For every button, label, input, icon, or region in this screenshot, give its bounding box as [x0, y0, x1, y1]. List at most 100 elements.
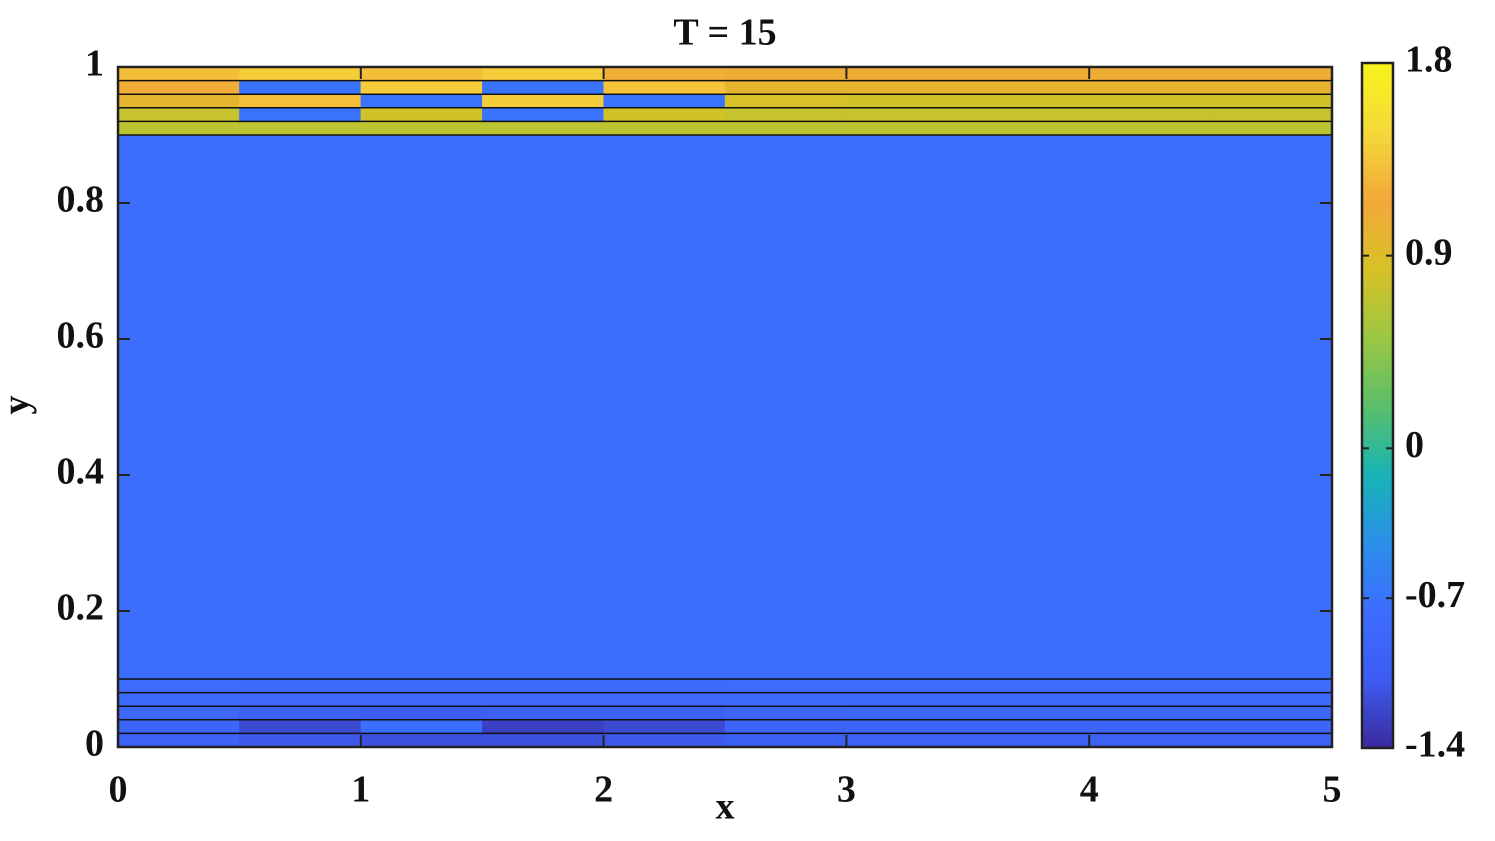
contour-cell — [1210, 94, 1333, 109]
contour-cell — [117, 134, 241, 680]
colorbar-segment — [1362, 91, 1393, 98]
colorbar-segment — [1362, 245, 1393, 252]
colorbar-segment — [1362, 508, 1393, 515]
contour-cell — [724, 121, 848, 136]
colorbar-segment — [1362, 211, 1393, 218]
contour-cell — [603, 94, 726, 109]
colorbar-segment — [1362, 468, 1393, 475]
contour-cell — [360, 80, 483, 95]
colorbar-segment — [1362, 622, 1393, 629]
contour-cell — [846, 80, 969, 95]
contour-cell — [603, 706, 726, 721]
colorbar-segment — [1362, 148, 1393, 155]
colorbar-segment — [1362, 239, 1393, 247]
contour-cell — [117, 692, 241, 707]
contour-cell — [1089, 80, 1212, 95]
contour-cell — [967, 678, 1090, 694]
contour-cell — [239, 719, 362, 735]
colorbar-segment — [1362, 131, 1393, 138]
contour-cell — [360, 733, 483, 748]
contour-cell — [967, 66, 1090, 82]
colorbar-segment — [1362, 354, 1393, 361]
contour-cell — [239, 121, 362, 136]
contour-cell — [724, 107, 848, 123]
contour-cell — [1210, 706, 1333, 721]
colorbar-segment — [1362, 645, 1393, 652]
colorbar-segment — [1362, 588, 1393, 595]
contour-cell — [239, 692, 362, 707]
colorbar-segment — [1362, 142, 1393, 150]
contour-cell — [117, 733, 241, 748]
contour-cell — [846, 678, 969, 694]
contour-cell — [724, 66, 848, 82]
x-tick-label: 1 — [351, 769, 370, 811]
colorbar-segment — [1362, 599, 1393, 606]
colorbar-segment — [1362, 434, 1393, 441]
contour-cell — [1210, 80, 1333, 95]
contour-cell — [1089, 706, 1212, 721]
colorbar-segment — [1362, 633, 1393, 641]
colorbar-segment — [1362, 291, 1393, 298]
contour-cell — [724, 719, 848, 735]
colorbar-segment — [1362, 319, 1393, 327]
contour-cell — [117, 66, 241, 82]
colorbar-segment — [1362, 182, 1393, 190]
colorbar-segment — [1362, 308, 1393, 315]
contour-cell — [360, 706, 483, 721]
colorbar-segment — [1362, 593, 1393, 601]
colorbar-segment — [1362, 708, 1393, 715]
colorbar-segment — [1362, 228, 1393, 235]
contour-cell — [117, 80, 241, 95]
colorbar-segment — [1362, 445, 1393, 452]
contour-cell — [1210, 733, 1333, 748]
colorbar-tick-label: 0.9 — [1405, 231, 1453, 273]
contour-cell — [360, 692, 483, 707]
contour-cell — [846, 706, 969, 721]
colorbar-segment — [1362, 359, 1393, 367]
colorbar-segment — [1362, 559, 1393, 566]
colorbar-segment — [1362, 274, 1393, 281]
colorbar-segment — [1362, 616, 1393, 624]
contour-cell — [603, 80, 726, 95]
colorbar-segment — [1362, 736, 1393, 743]
colorbar-segment — [1362, 502, 1393, 509]
colorbar-segment — [1362, 485, 1393, 492]
y-tick-label: 0.8 — [57, 179, 105, 221]
colorbar-segment — [1362, 222, 1393, 230]
contour-cell — [724, 692, 848, 707]
contour-cell — [239, 733, 362, 748]
colorbar-segment — [1362, 451, 1393, 458]
colorbar-segment — [1362, 730, 1393, 738]
colorbar-segment — [1362, 85, 1393, 93]
contour-cell — [1089, 678, 1212, 694]
colorbar-segment — [1362, 171, 1393, 178]
colorbar-segment — [1362, 685, 1393, 692]
colorbar-segment — [1362, 399, 1393, 407]
y-tick-label: 0.2 — [57, 587, 105, 629]
contour-cell — [967, 80, 1090, 95]
y-axis-label: y — [0, 396, 38, 415]
colorbar-segment — [1362, 496, 1393, 504]
contour-cell — [1089, 107, 1212, 123]
contour-cell — [967, 107, 1090, 123]
colorbar-segment — [1362, 405, 1393, 412]
colorbar-segment — [1362, 125, 1393, 133]
x-tick-label: 3 — [837, 769, 856, 811]
colorbar-segment — [1362, 719, 1393, 726]
colorbar-segment — [1362, 342, 1393, 350]
colorbar-segment — [1362, 154, 1393, 161]
colorbar-segment — [1362, 388, 1393, 395]
contour-cell — [1210, 121, 1333, 136]
colorbar-segment — [1362, 120, 1393, 127]
colorbar-segment — [1362, 519, 1393, 526]
colorbar-segment — [1362, 376, 1393, 384]
contour-cell — [482, 121, 605, 136]
colorbar-segment — [1362, 565, 1393, 572]
colorbar-segment — [1362, 576, 1393, 584]
contour-cell — [239, 66, 362, 82]
colorbar-segment — [1362, 679, 1393, 686]
contour-cell — [482, 107, 605, 123]
colorbar-segment — [1362, 513, 1393, 521]
contour-cell — [724, 94, 848, 109]
colorbar-segment — [1362, 348, 1393, 355]
